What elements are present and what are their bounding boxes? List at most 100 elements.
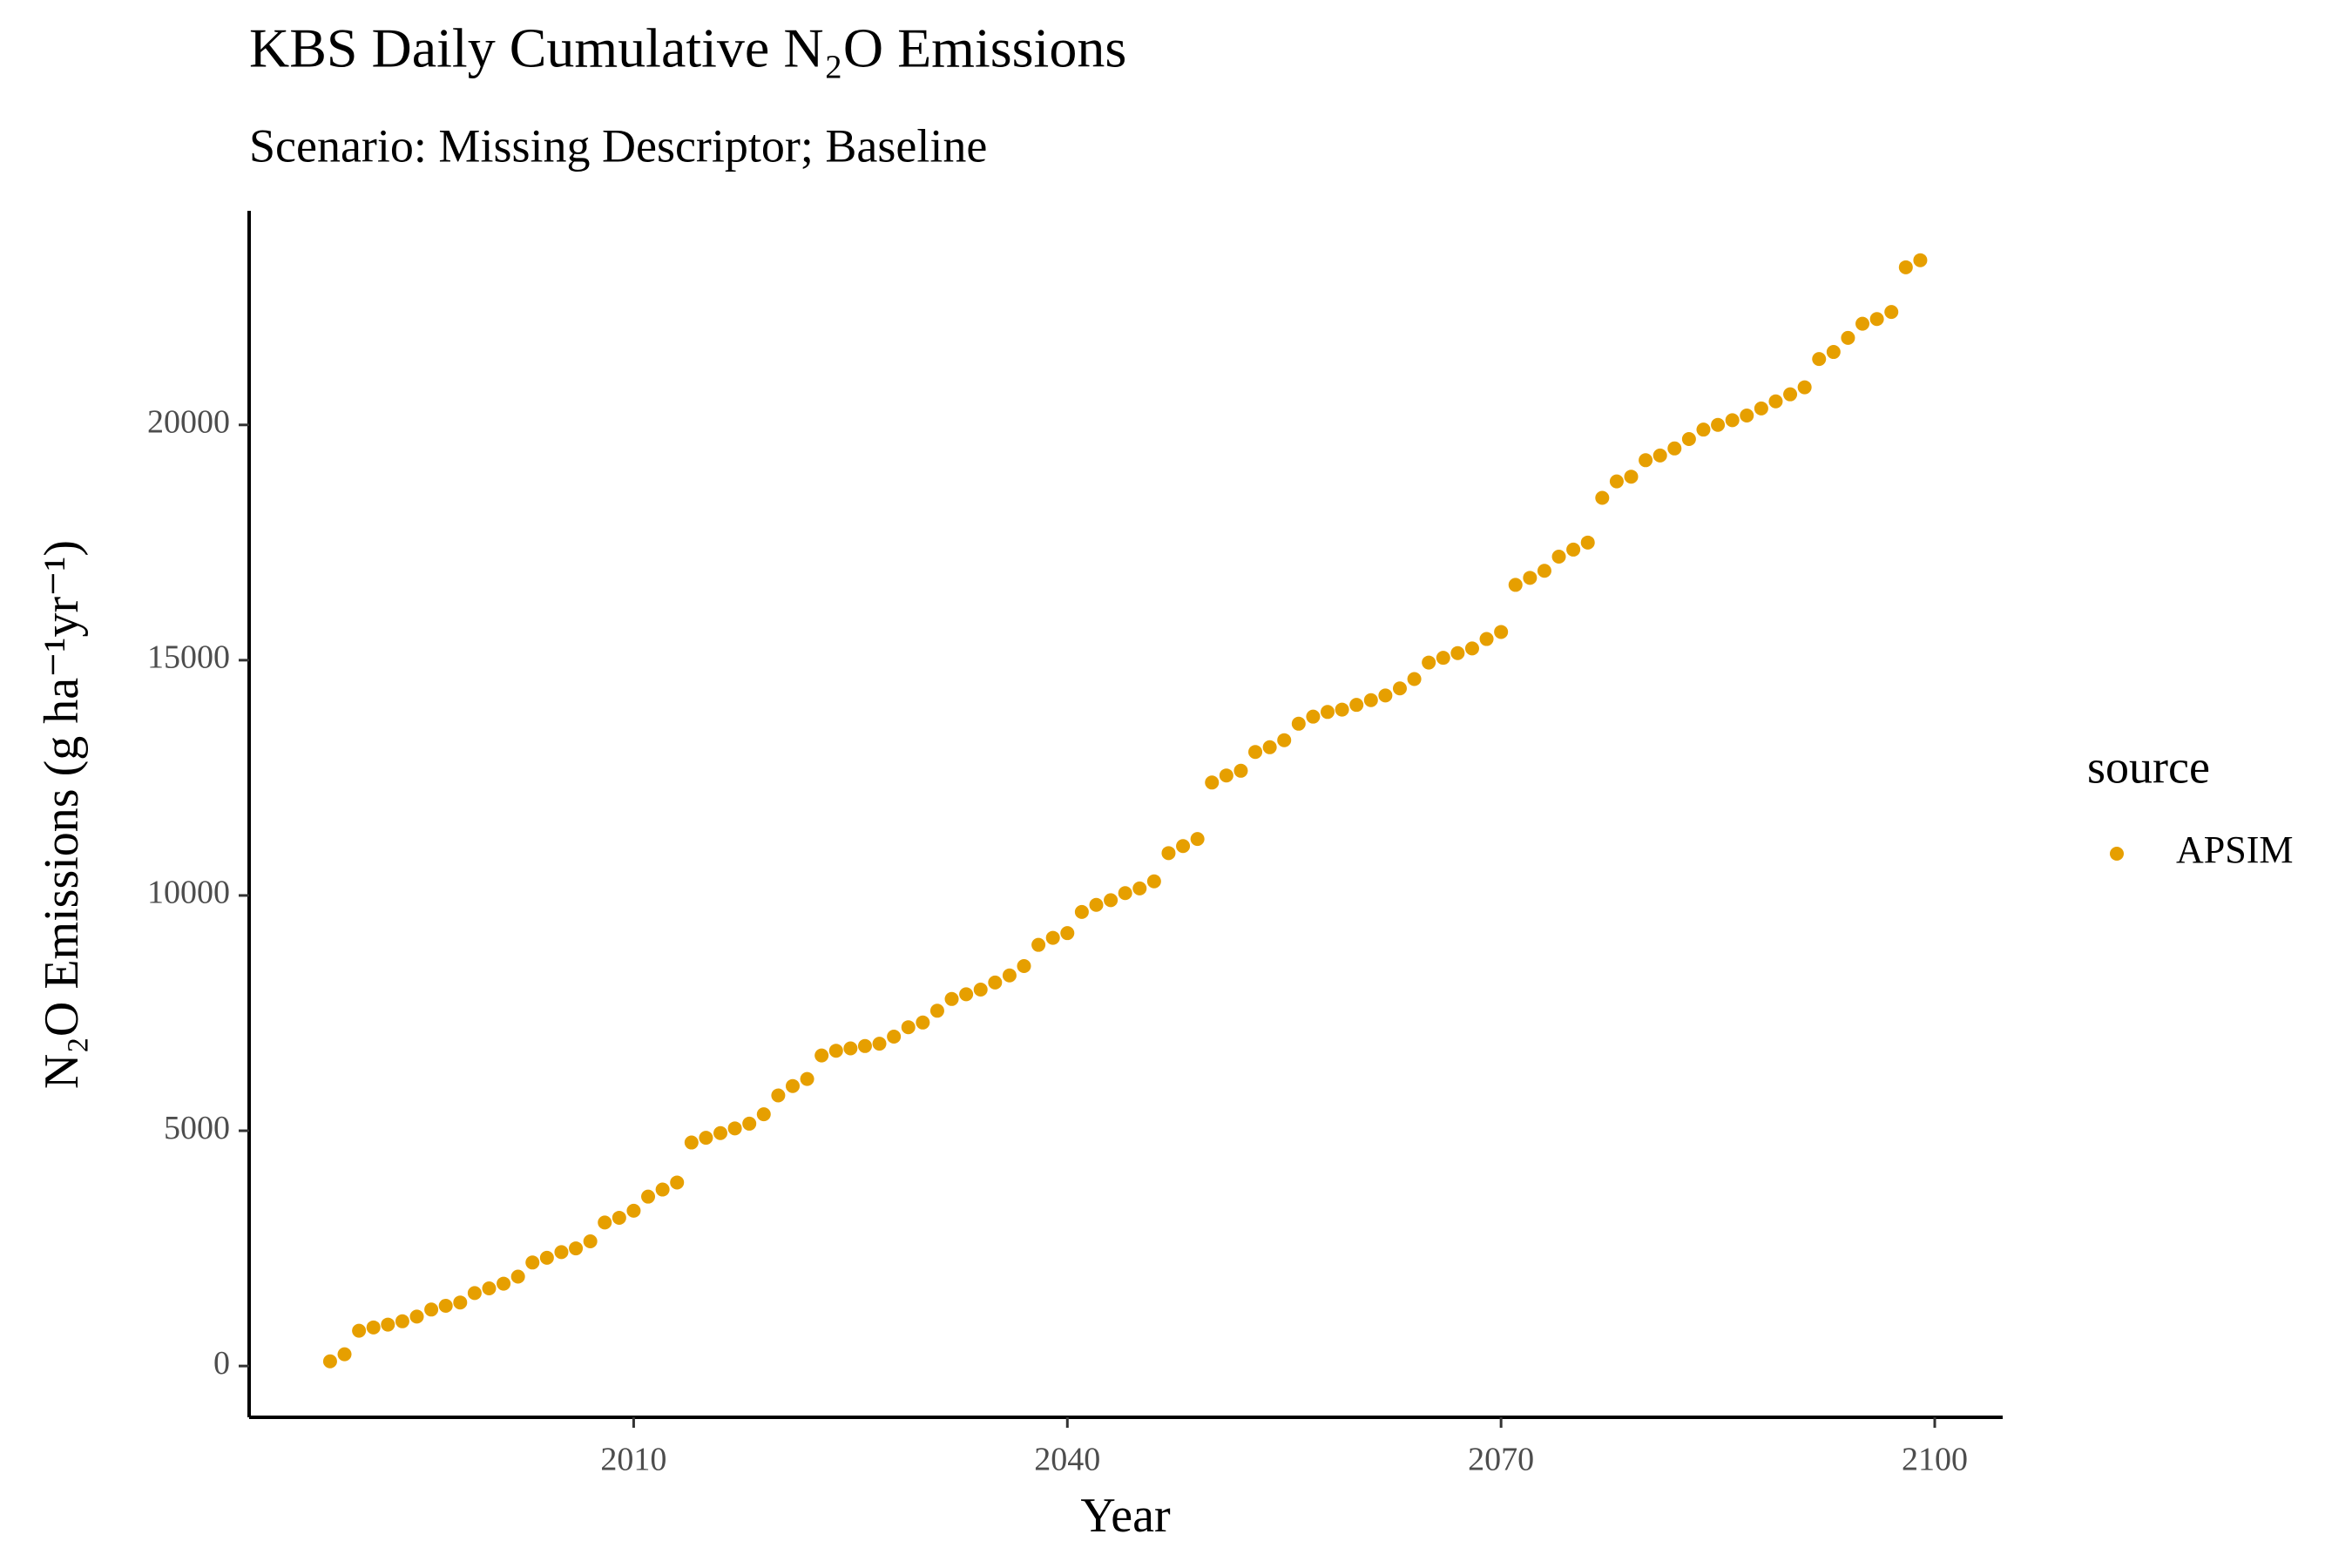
data-point: [1176, 839, 1191, 854]
data-point: [424, 1302, 439, 1317]
data-point: [1277, 733, 1292, 747]
data-point: [916, 1015, 930, 1030]
data-point: [1436, 651, 1450, 666]
data-point: [1017, 958, 1031, 973]
data-point: [381, 1317, 395, 1332]
y-axis-title: N₂O Emissions (g ha⁻¹yr⁻¹): [35, 540, 89, 1089]
data-point: [1335, 702, 1349, 717]
chart-subtitle: Scenario: Missing Descriptor; Baseline: [249, 119, 987, 172]
data-point: [1913, 253, 1928, 267]
data-point: [756, 1107, 771, 1122]
data-point: [1609, 474, 1624, 489]
data-point: [1161, 846, 1176, 861]
data-point: [1392, 681, 1407, 696]
data-point: [742, 1116, 757, 1131]
legend-title: source: [2087, 740, 2210, 793]
data-point: [655, 1182, 670, 1197]
data-point: [887, 1030, 902, 1044]
x-tick-label: 2040: [1034, 1442, 1100, 1478]
data-point: [510, 1269, 525, 1284]
data-point: [1566, 542, 1581, 557]
data-point: [771, 1088, 786, 1103]
data-point: [337, 1347, 352, 1362]
data-point: [988, 975, 1003, 990]
data-point: [583, 1233, 598, 1248]
data-point: [1205, 775, 1220, 790]
data-point: [814, 1048, 829, 1063]
data-point: [1855, 316, 1870, 331]
data-point: [453, 1295, 468, 1310]
data-point: [1624, 470, 1639, 484]
data-point: [959, 987, 974, 1002]
data-point: [901, 1020, 916, 1035]
data-point: [1363, 693, 1378, 707]
data-point: [1450, 645, 1465, 660]
data-point: [1884, 305, 1899, 320]
data-point: [1262, 740, 1277, 754]
y-tick-label: 5000: [164, 1110, 230, 1146]
data-point: [1508, 578, 1523, 592]
data-point: [1422, 655, 1436, 670]
data-point: [1104, 893, 1119, 908]
y-tick-label: 15000: [147, 639, 230, 676]
data-point: [1089, 897, 1104, 912]
data-point: [1031, 937, 1046, 952]
data-point: [973, 982, 988, 997]
data-point: [1797, 380, 1812, 395]
data-point: [828, 1044, 843, 1058]
data-point: [1118, 886, 1132, 901]
data-point: [785, 1078, 800, 1093]
data-point: [1349, 698, 1364, 713]
data-point: [467, 1286, 482, 1301]
data-point: [1898, 260, 1913, 274]
data-point: [1002, 968, 1017, 983]
data-point: [1812, 352, 1827, 367]
data-point: [699, 1131, 713, 1146]
data-point: [554, 1245, 569, 1260]
data-point: [929, 1004, 944, 1018]
data-point: [1551, 550, 1566, 564]
data-point: [1190, 832, 1205, 847]
x-tick-label: 2100: [1902, 1442, 1968, 1478]
data-point: [1494, 625, 1509, 639]
data-point: [1768, 394, 1783, 409]
data-point: [1146, 874, 1161, 889]
data-point: [438, 1298, 453, 1313]
data-point: [800, 1071, 814, 1086]
y-tick-label: 0: [213, 1345, 230, 1382]
data-point: [1132, 881, 1147, 896]
data-point: [1595, 490, 1610, 505]
data-point: [366, 1320, 381, 1335]
data-point: [1233, 763, 1248, 778]
data-point: [843, 1041, 858, 1056]
data-point: [612, 1210, 626, 1225]
data-point: [1639, 453, 1653, 468]
data-point: [1826, 345, 1841, 360]
data-point: [1696, 422, 1711, 437]
data-point: [684, 1135, 699, 1150]
data-point: [1711, 417, 1726, 432]
data-point: [395, 1314, 409, 1328]
x-tick-label: 2070: [1468, 1442, 1534, 1478]
data-point: [569, 1241, 584, 1256]
data-point: [1378, 688, 1393, 703]
data-point: [598, 1215, 612, 1230]
data-point: [1306, 709, 1321, 724]
x-tick-label: 2010: [600, 1442, 666, 1478]
data-point: [1523, 571, 1538, 585]
data-point: [482, 1281, 497, 1295]
legend-marker: [2110, 847, 2124, 861]
chart-title: KBS Daily Cumulative N₂O Emissions: [249, 17, 1126, 79]
data-point: [1248, 745, 1263, 760]
data-point: [352, 1323, 367, 1338]
data-point: [1652, 448, 1667, 463]
data-point: [1841, 330, 1855, 345]
data-point: [713, 1125, 728, 1140]
data-point: [1321, 705, 1335, 720]
data-point: [497, 1276, 511, 1291]
data-point: [409, 1309, 424, 1324]
data-point: [1074, 904, 1089, 919]
data-point: [525, 1255, 540, 1270]
data-point: [539, 1250, 554, 1265]
x-axis-title: Year: [1080, 1489, 1171, 1543]
